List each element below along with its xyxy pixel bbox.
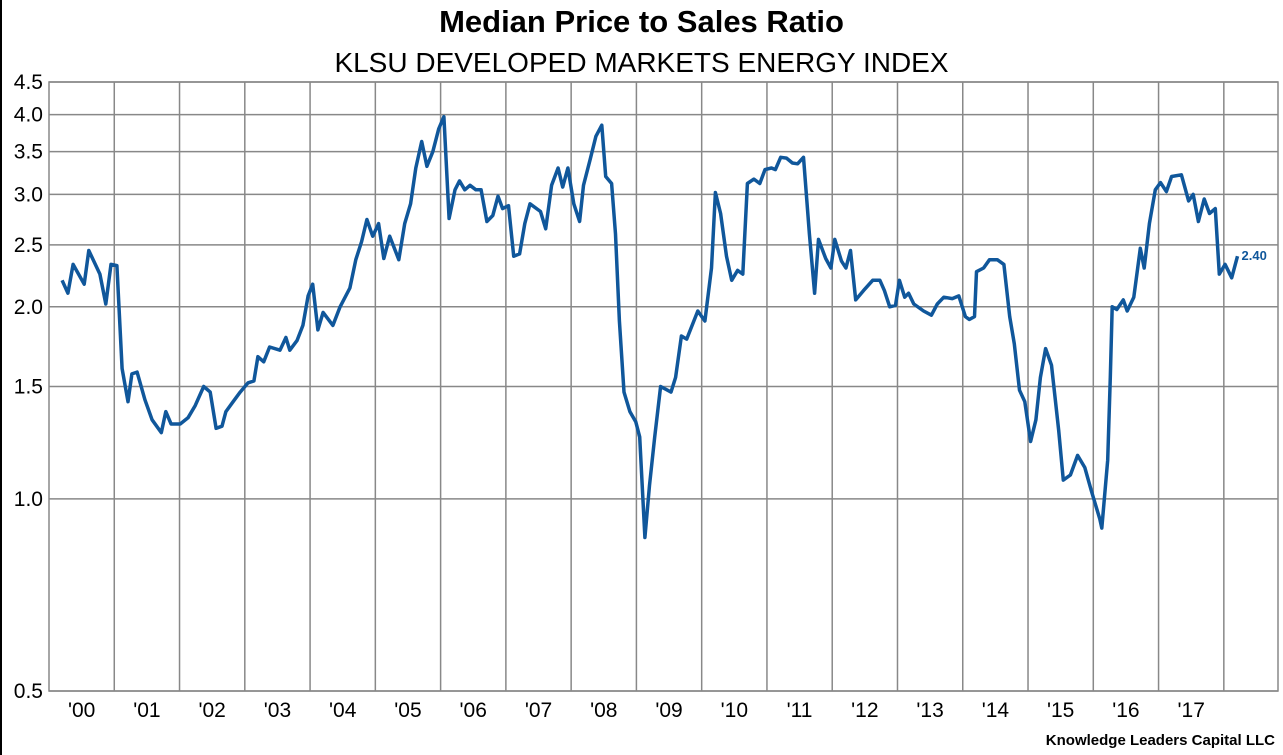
x-tick-label: '17 xyxy=(1178,699,1205,722)
x-tick-label: '16 xyxy=(1112,699,1139,722)
x-tick-label: '10 xyxy=(721,699,748,722)
y-tick-label: 2.5 xyxy=(14,234,43,257)
x-tick-label: '15 xyxy=(1047,699,1074,722)
y-tick-label: 1.5 xyxy=(14,376,43,399)
series-line xyxy=(60,114,1240,540)
source-credit: Knowledge Leaders Capital LLC xyxy=(1045,732,1275,749)
y-tick-label: 4.0 xyxy=(14,104,43,127)
x-tick-label: '04 xyxy=(329,699,357,722)
x-tick-label: '00 xyxy=(68,699,95,722)
y-tick-label: 3.5 xyxy=(14,141,43,164)
y-tick-label: 0.5 xyxy=(14,680,43,703)
y-tick-label: 1.0 xyxy=(14,488,43,511)
x-tick-label: '13 xyxy=(916,699,943,722)
chart-subtitle: KLSU DEVELOPED MARKETS ENERGY INDEX xyxy=(334,47,949,78)
y-tick-label: 3.0 xyxy=(14,183,43,206)
x-tick-label: '03 xyxy=(264,699,291,722)
x-tick-label: '11 xyxy=(787,699,813,722)
x-tick-label: '01 xyxy=(133,699,160,722)
x-tick-label: '07 xyxy=(525,699,552,722)
y-tick-label: 2.0 xyxy=(14,296,43,319)
x-tick-label: '06 xyxy=(460,699,487,722)
x-tick-label: '09 xyxy=(655,699,682,722)
y-tick-label: 4.5 xyxy=(14,71,43,94)
x-tick-label: '05 xyxy=(394,699,421,722)
x-tick-label: '14 xyxy=(982,699,1010,722)
last-value-label: 2.40 xyxy=(1242,248,1267,263)
chart-title: Median Price to Sales Ratio xyxy=(439,4,844,39)
x-tick-label: '02 xyxy=(198,699,225,722)
x-tick-label: '12 xyxy=(851,699,878,722)
x-tick-label: '08 xyxy=(590,699,617,722)
